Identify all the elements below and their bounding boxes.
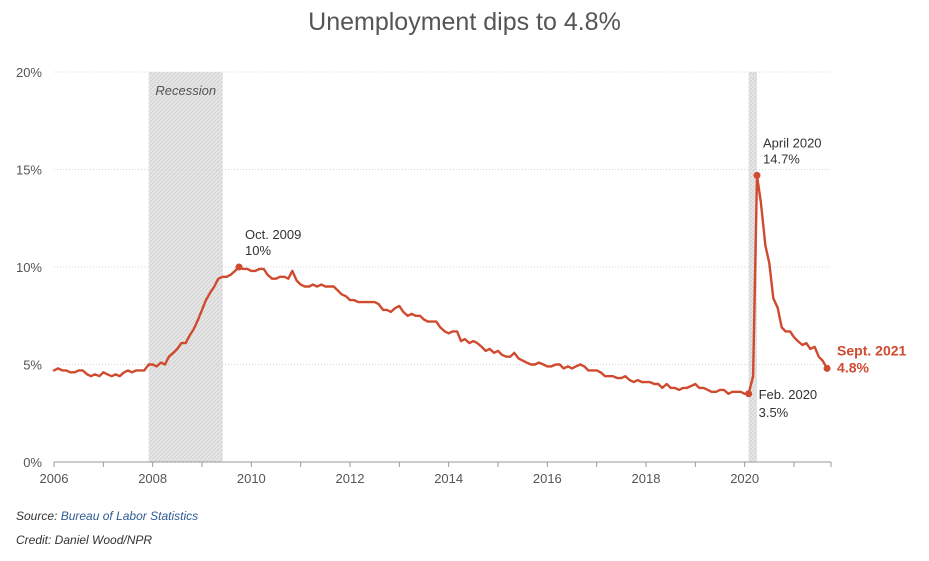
y-tick-label: 10% <box>16 260 42 275</box>
series-line-1 <box>52 174 829 395</box>
x-tick-label: 2008 <box>138 471 167 486</box>
annotation-value-3: 3.5% <box>759 405 789 420</box>
annotation-point-4 <box>823 364 831 372</box>
annotation-point-2 <box>753 171 761 179</box>
recession-label: Recession <box>155 83 216 98</box>
source-link[interactable]: Bureau of Labor Statistics <box>60 509 199 523</box>
annotation-value-2: 14.7% <box>763 151 800 166</box>
line-chart: Recession 0% 5% 10% 15% 20% 2006 2008 2010 2012… <box>16 65 907 486</box>
source-prefix: Source: <box>16 509 61 523</box>
recession-band-2 <box>748 72 757 462</box>
x-tick-label: 2020 <box>730 471 759 486</box>
annotation-point-3 <box>745 390 753 398</box>
x-tick-label: 2010 <box>237 471 266 486</box>
grid-lines: 0% 5% 10% 15% 20% <box>16 65 831 470</box>
x-tick-label: 2016 <box>533 471 562 486</box>
x-tick-label: 2014 <box>434 471 463 486</box>
x-tick-label: 2006 <box>40 471 69 486</box>
x-tick-label: 2012 <box>336 471 365 486</box>
y-tick-label: 15% <box>16 163 42 178</box>
annotation-label-3: Feb. 2020 <box>759 387 818 402</box>
annotation-value-4: 4.8% <box>837 359 869 375</box>
chart-title: Unemployment dips to 4.8% <box>308 8 621 36</box>
annotation-point-1 <box>235 263 243 271</box>
source-note: Source: Bureau of Labor Statistics <box>16 509 198 523</box>
y-tick-label: 5% <box>23 358 42 373</box>
x-tick-label: 2018 <box>632 471 661 486</box>
series-layer <box>52 174 829 395</box>
y-tick-label: 0% <box>23 455 42 470</box>
annotation-label-2: April 2020 <box>763 135 822 150</box>
credit-note: Credit: Daniel Wood/NPR <box>16 533 153 547</box>
axes: 2006 2008 2010 2012 2014 2016 2018 2020 <box>40 461 832 486</box>
y-tick-label: 20% <box>16 65 42 80</box>
annotation-label-1: Oct. 2009 <box>245 227 301 242</box>
annotation-value-1: 10% <box>245 243 271 258</box>
annotation-label-4: Sept. 2021 <box>837 342 906 358</box>
